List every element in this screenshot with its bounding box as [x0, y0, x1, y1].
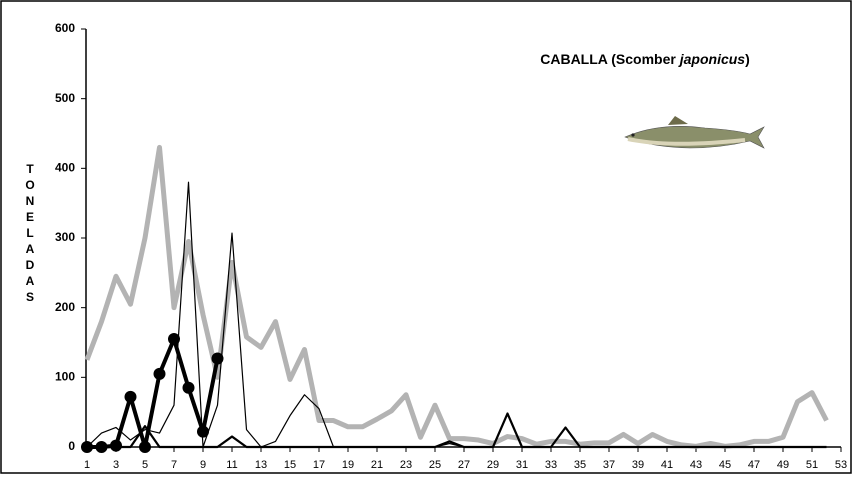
y-axis-label: A — [26, 274, 35, 288]
y-tick-label: 100 — [55, 370, 75, 384]
x-tick-label: 41 — [661, 459, 673, 471]
x-tick-label: 9 — [200, 459, 206, 471]
x-tick-label: 29 — [487, 459, 499, 471]
x-tick-label: 33 — [545, 459, 557, 471]
y-tick-label: 500 — [55, 91, 75, 105]
x-tick-label: 15 — [284, 459, 296, 471]
point — [182, 381, 195, 394]
y-axis-label: S — [26, 290, 34, 304]
x-tick-label: 3 — [113, 459, 119, 471]
x-tick-label: 27 — [458, 459, 470, 471]
x-tick-label: 53 — [835, 459, 847, 471]
x-tick-label: 17 — [313, 459, 325, 471]
y-axis-label: L — [26, 226, 33, 240]
y-axis-label: N — [26, 194, 35, 208]
point — [168, 333, 180, 346]
x-tick-label: 39 — [632, 459, 644, 471]
y-tick-label: 300 — [55, 230, 75, 244]
x-tick-label: 11 — [226, 459, 237, 471]
y-tick-label: 0 — [68, 439, 75, 453]
x-tick-label: 21 — [371, 459, 383, 471]
point — [110, 439, 122, 452]
x-tick-label: 35 — [574, 459, 586, 471]
fish-icon — [624, 116, 765, 149]
x-tick-label: 23 — [400, 459, 412, 471]
title-part: ) — [745, 51, 750, 67]
y-tick-label: 200 — [55, 300, 75, 314]
x-tick-label: 5 — [142, 459, 148, 471]
y-axis-label: E — [26, 210, 34, 224]
point — [124, 390, 137, 403]
y-axis-label: O — [25, 178, 34, 192]
x-tick-label: 13 — [255, 459, 267, 471]
point — [153, 367, 166, 380]
title-part: japonicus — [678, 51, 746, 67]
x-tick-label: 25 — [429, 459, 441, 471]
x-tick-label: 31 — [516, 459, 528, 471]
y-axis-label: T — [26, 162, 34, 176]
y-axis-label: D — [26, 258, 35, 272]
x-tick-label: 19 — [342, 459, 354, 471]
y-tick-label: 600 — [55, 21, 75, 35]
y-axis-label: A — [26, 242, 35, 256]
point — [197, 425, 209, 438]
x-tick-label: 43 — [690, 459, 702, 471]
series-line — [84, 144, 829, 449]
x-tick-label: 1 — [84, 459, 90, 471]
title-part: CABALLA (Scomber — [540, 51, 680, 67]
x-tick-label: 37 — [603, 459, 615, 471]
y-tick-label: 400 — [55, 161, 75, 175]
x-tick-label: 45 — [719, 459, 731, 471]
x-tick-label: 51 — [806, 459, 818, 471]
point — [211, 352, 224, 365]
x-tick-label: 49 — [777, 459, 789, 471]
x-tick-label: 47 — [748, 459, 760, 471]
x-tick-label: 7 — [171, 459, 177, 471]
chart-title: CABALLA (Scomber japonicus) — [540, 51, 750, 67]
